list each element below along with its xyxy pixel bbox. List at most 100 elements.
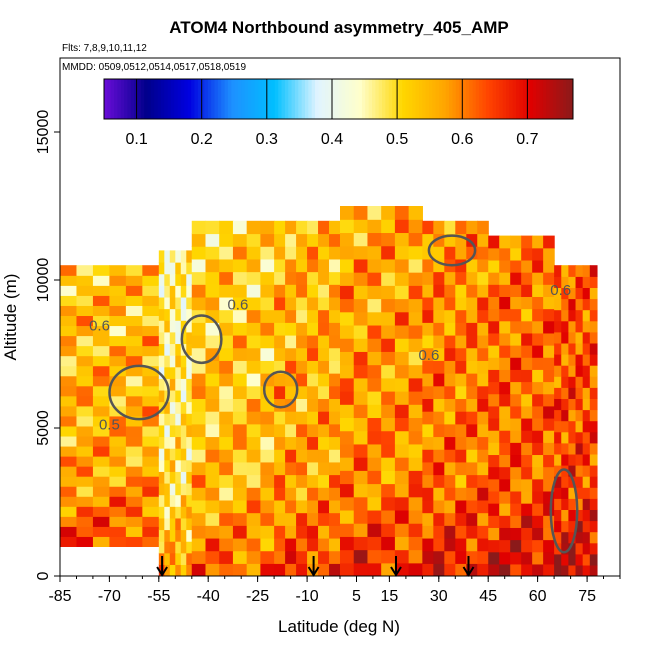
heatmap-cell [232, 487, 248, 501]
heatmap-cell [180, 494, 187, 507]
heatmap-cell [488, 466, 500, 480]
heatmap-cell [318, 449, 330, 463]
heatmap-cell [568, 442, 577, 455]
heatmap-cell [205, 449, 220, 463]
heatmap-cell [296, 512, 308, 526]
heatmap-cell [180, 389, 187, 403]
heatmap-cell [455, 322, 467, 336]
heatmap-cell [296, 284, 308, 298]
heatmap-cell [169, 366, 176, 379]
heatmap-cell [444, 347, 456, 361]
heatmap-cell [521, 284, 533, 297]
heatmap-cell [499, 332, 511, 346]
heatmap-cell [158, 529, 165, 542]
heatmap-cell [433, 449, 445, 463]
colorbar-swatch [107, 79, 112, 119]
heatmap-cell [422, 461, 434, 476]
heatmap-cell [408, 470, 423, 485]
heatmap-cell [521, 357, 533, 370]
heatmap-cell [191, 487, 207, 501]
heatmap-cell [164, 436, 171, 449]
heatmap-cell [219, 347, 234, 361]
heatmap-cell [532, 551, 544, 565]
heatmap-cell [158, 355, 165, 368]
colorbar-swatch [124, 79, 128, 119]
heatmap-cell [510, 454, 522, 468]
heatmap-cell [532, 539, 544, 553]
colorbar-swatch [258, 79, 262, 119]
heatmap-cell [285, 322, 297, 336]
heatmap-cell [125, 295, 143, 306]
colorbar-swatch [415, 79, 420, 119]
heatmap-cell [340, 351, 355, 366]
heatmap-cell [219, 537, 234, 552]
heatmap-cell [408, 404, 423, 419]
heatmap-cell [561, 498, 569, 510]
heatmap-cell [274, 512, 286, 526]
heatmap-cell [561, 298, 569, 311]
heatmap-cell [561, 442, 569, 455]
heatmap-cell [589, 442, 598, 455]
heatmap-cell [158, 424, 165, 438]
heatmap-cell [285, 334, 297, 349]
heatmap-cell [568, 453, 577, 466]
heatmap-cell [353, 245, 369, 260]
heatmap-cell [582, 476, 591, 488]
heatmap-cell [367, 562, 382, 576]
colorbar-swatch [499, 79, 504, 119]
heatmap-cell [296, 373, 308, 387]
heatmap-cell [175, 471, 182, 484]
heatmap-cell [219, 512, 234, 526]
heatmap-cell [466, 411, 478, 425]
heatmap-cell [499, 466, 511, 480]
heatmap-cell [260, 385, 275, 399]
heatmap-cell [477, 525, 489, 539]
heatmap-cell [554, 276, 562, 288]
heatmap-cell [589, 331, 598, 344]
heatmap-cell [422, 411, 434, 425]
heatmap-cell [219, 499, 234, 514]
heatmap-cell [164, 343, 171, 356]
heatmap-cell [532, 272, 544, 285]
heatmap-cell [260, 322, 275, 336]
flight-marker-arrow [462, 566, 475, 577]
colorbar-swatch [305, 79, 309, 119]
heatmap-cell [408, 338, 423, 352]
heatmap-cell [158, 517, 165, 531]
heatmap-cell [510, 442, 522, 456]
heatmap-cell [205, 423, 220, 438]
heatmap-cell [125, 526, 143, 537]
heatmap-cell [76, 345, 94, 357]
heatmap-cell [274, 246, 286, 260]
heatmap-cell [191, 258, 207, 273]
heatmap-cell [521, 381, 533, 395]
heatmap-cell [158, 296, 165, 310]
heatmap-cell [353, 272, 369, 286]
heatmap-cell [554, 298, 562, 311]
y-tick-label: 5000 [35, 410, 52, 446]
heatmap-cell [329, 385, 341, 399]
heatmap-cell [232, 512, 248, 526]
heatmap-cell [582, 498, 591, 510]
heatmap-cell [433, 461, 445, 476]
heatmap-cell [260, 449, 275, 463]
heatmap-cell [575, 376, 584, 388]
heatmap-cell [285, 411, 297, 425]
heatmap-cell [532, 490, 544, 504]
heatmap-cell [367, 285, 382, 300]
heatmap-cell [142, 385, 160, 397]
heatmap-cell [532, 466, 544, 480]
heatmap-cell [568, 431, 577, 444]
heatmap-cell [125, 415, 143, 427]
heatmap-cell [158, 331, 165, 345]
heatmap-cell [274, 360, 286, 374]
heatmap-cell [408, 496, 423, 511]
heatmap-cell [125, 305, 143, 317]
heatmap-cell [381, 549, 396, 564]
heatmap-cell [582, 287, 591, 300]
heatmap-cell [142, 526, 160, 537]
heatmap-cell [260, 423, 275, 438]
heatmap-cell [232, 233, 248, 247]
heatmap-cell [422, 347, 434, 361]
